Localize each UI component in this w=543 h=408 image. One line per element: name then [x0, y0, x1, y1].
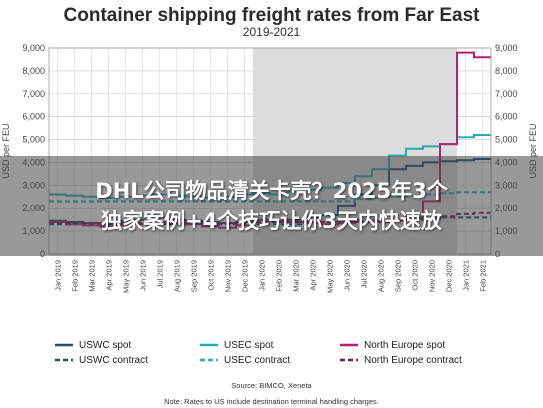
x-tick-label: Sep 2019	[190, 260, 199, 292]
y-tick-label-left: 9,000	[22, 43, 45, 53]
x-tick-label: Nov 2020	[428, 260, 437, 292]
x-tick-label: Apr 2019	[105, 260, 114, 290]
legend-label: USEC contract	[224, 355, 290, 366]
y-axis-label-left: USD per FEU	[1, 123, 11, 178]
chart-subtitle: 2019-2021	[243, 25, 301, 39]
x-tick-label: Feb 2019	[71, 260, 80, 292]
legend-label: North Europe spot	[364, 340, 445, 351]
y-tick-label-left: 7,000	[22, 89, 45, 99]
legend-label: USWC spot	[79, 340, 131, 351]
y-tick-label-right: 6,000	[495, 112, 518, 122]
chart-title: Container shipping freight rates from Fa…	[64, 5, 481, 26]
x-tick-label: Sep 2020	[394, 260, 403, 292]
x-tick-label: May 2020	[326, 260, 335, 293]
x-tick-label: Jul 2020	[360, 260, 369, 288]
y-tick-label-right: 5,000	[495, 135, 518, 145]
overlay-line-1: DHL公司物品清关卡壳？2025年3个	[95, 179, 448, 203]
overlay-line-2: 独家案例+4个技巧让你3天内快速放	[101, 209, 442, 233]
y-axis-label-right: USD per FEU	[528, 123, 538, 178]
x-tick-label: Jul 2019	[156, 260, 165, 288]
legend: USWC spot USWC contract USEC spot USEC cont…	[55, 340, 462, 366]
legend-label: USEC spot	[224, 340, 274, 351]
y-tick-label-right: 8,000	[495, 66, 518, 76]
y-tick-label-right: 7,000	[495, 89, 518, 99]
chart-source: Source: BIMCO, Xeneta	[231, 381, 312, 390]
x-tick-label: Feb 2020	[275, 260, 284, 292]
x-tick-label: Jan 2021	[462, 260, 471, 291]
y-tick-label-left: 6,000	[22, 112, 45, 122]
x-tick-label: Jun 2019	[139, 260, 148, 291]
x-tick-label: Jan 2019	[54, 260, 63, 291]
overlay-banner: DHL公司物品清关卡壳？2025年3个 独家案例+4个技巧让你3天内快速放	[0, 156, 543, 256]
x-tick-label: Aug 2019	[173, 260, 182, 292]
x-tick-label: Dec 2019	[241, 260, 250, 292]
y-tick-label-left: 8,000	[22, 66, 45, 76]
x-tick-label: Jan 2020	[258, 260, 267, 291]
x-tick-label: Apr 2020	[309, 260, 318, 290]
y-tick-label-left: 5,000	[22, 135, 45, 145]
x-tick-label: May 2019	[122, 260, 131, 293]
x-tick-label: Jun 2020	[343, 260, 352, 291]
x-tick-label: Oct 2019	[207, 260, 216, 290]
x-tick-label: Dec 2020	[445, 260, 454, 292]
x-tick-label: Aug 2020	[377, 260, 386, 292]
x-tick-label: Mar 2019	[88, 260, 97, 292]
chart-note: Note: Rates to US include destination te…	[164, 397, 379, 406]
y-tick-label-right: 9,000	[495, 43, 518, 53]
x-tick-label: Feb 2021	[479, 260, 488, 292]
x-tick-label: Oct 2020	[411, 260, 420, 290]
legend-label: North Europe contract	[364, 355, 462, 366]
x-tick-label: Mar 2020	[292, 260, 301, 292]
legend-label: USWC contract	[79, 355, 148, 366]
x-tick-label: Nov 2019	[224, 260, 233, 292]
